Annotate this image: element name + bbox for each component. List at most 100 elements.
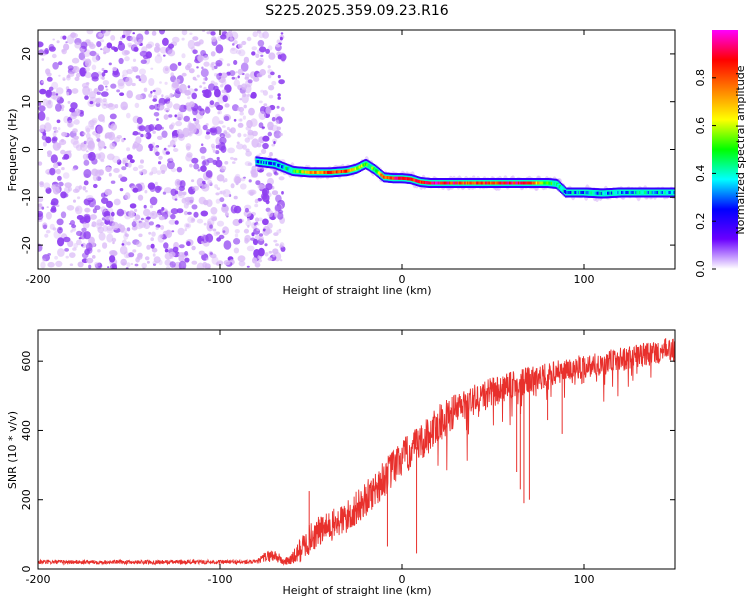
noise-speckle <box>258 233 264 237</box>
carrier-core <box>608 191 611 195</box>
noise-speckle <box>165 151 170 155</box>
noise-speckle <box>220 145 227 153</box>
noise-speckle <box>72 128 78 134</box>
noise-speckle <box>179 180 186 188</box>
noise-speckle <box>83 198 91 206</box>
noise-speckle <box>163 54 166 57</box>
carrier-core <box>366 163 369 167</box>
noise-speckle <box>132 133 135 136</box>
carrier-core <box>612 191 615 195</box>
noise-speckle <box>171 82 179 88</box>
noise-speckle <box>83 140 87 145</box>
carrier-core <box>519 181 522 185</box>
noise-speckle <box>96 138 101 142</box>
carrier-core <box>275 163 279 167</box>
noise-speckle <box>240 62 249 72</box>
noise-speckle <box>121 138 125 143</box>
carrier-core <box>548 181 551 185</box>
noise-speckle <box>86 257 94 264</box>
carrier-core <box>321 170 324 174</box>
noise-speckle <box>254 198 259 204</box>
noise-speckle <box>204 134 211 140</box>
noise-speckle <box>189 101 195 108</box>
carrier-core <box>475 181 479 185</box>
noise-speckle <box>278 79 285 85</box>
noise-speckle <box>239 111 244 116</box>
noise-speckle <box>105 85 108 88</box>
noise-speckle <box>188 68 195 74</box>
noise-speckle <box>215 144 219 149</box>
carrier-core <box>398 176 401 180</box>
noise-speckle <box>67 72 75 77</box>
noise-speckle <box>222 189 231 198</box>
noise-speckle <box>186 62 192 69</box>
carrier-core <box>568 191 572 194</box>
noise-speckle <box>55 168 61 175</box>
noise-speckle <box>58 74 61 77</box>
noise-speckle <box>86 194 94 201</box>
x-tick-label: 0 <box>399 273 406 286</box>
noise-speckle <box>81 242 86 248</box>
carrier-core <box>647 191 651 194</box>
noise-speckle <box>187 211 192 215</box>
carrier-core <box>412 178 415 182</box>
y-tick-label: 0 <box>20 566 33 573</box>
noise-speckle <box>172 246 179 253</box>
noise-speckle <box>144 30 150 35</box>
x-tick-label: 100 <box>574 273 595 286</box>
carrier-core <box>623 191 626 194</box>
noise-speckle <box>78 237 82 240</box>
carrier-core <box>589 191 592 195</box>
carrier-core <box>642 191 646 194</box>
carrier-core <box>415 179 419 183</box>
noise-speckle <box>143 204 147 209</box>
noise-speckle <box>200 155 206 160</box>
noise-speckle <box>106 225 113 231</box>
colorbar-tick-label: 0.6 <box>694 117 707 135</box>
noise-speckle <box>229 70 236 77</box>
noise-speckle <box>131 226 138 231</box>
noise-speckle <box>213 65 218 70</box>
carrier-core <box>557 184 560 187</box>
noise-speckle <box>53 161 57 165</box>
noise-speckle <box>193 117 197 122</box>
noise-speckle <box>89 214 97 220</box>
noise-speckle <box>273 239 278 243</box>
carrier-core <box>465 181 468 185</box>
noise-speckle <box>66 205 75 211</box>
noise-speckle <box>136 116 143 125</box>
noise-speckle <box>201 66 204 70</box>
noise-speckle <box>84 125 91 132</box>
carrier-core <box>419 180 423 184</box>
noise-speckle <box>61 49 65 53</box>
noise-speckle <box>231 47 236 51</box>
carrier-core <box>431 181 434 185</box>
colorbar-label: Normalized spectral amplitude <box>734 65 747 234</box>
carrier-core <box>391 176 395 180</box>
noise-speckle <box>148 172 153 176</box>
carrier-core <box>386 176 389 180</box>
noise-speckle <box>258 152 262 156</box>
noise-speckle <box>211 146 216 151</box>
noise-speckle <box>201 234 209 244</box>
carrier-core <box>508 181 512 185</box>
noise-speckle <box>181 197 187 204</box>
noise-speckle <box>119 245 128 255</box>
carrier-core <box>454 181 457 185</box>
noise-speckle <box>107 102 114 108</box>
noise-speckle <box>45 68 51 75</box>
noise-speckle <box>149 148 153 152</box>
noise-speckle <box>116 89 120 93</box>
carrier-core <box>604 191 607 195</box>
noise-speckle <box>155 151 160 157</box>
noise-speckle <box>144 190 148 194</box>
noise-speckle <box>187 85 191 89</box>
noise-speckle <box>163 147 167 151</box>
noise-speckle <box>224 178 228 183</box>
noise-speckles <box>38 30 287 269</box>
noise-speckle <box>47 172 50 175</box>
noise-speckle <box>181 30 188 36</box>
noise-speckle <box>255 53 260 59</box>
noise-speckle <box>144 256 150 261</box>
noise-speckle <box>38 161 43 166</box>
